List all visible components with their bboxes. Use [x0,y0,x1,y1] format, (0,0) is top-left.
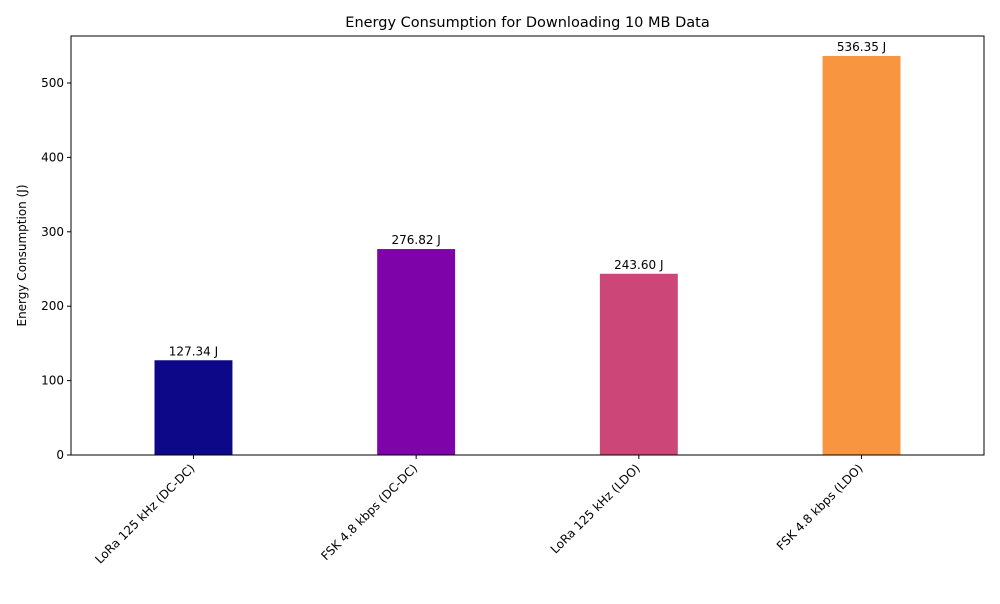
plot-frame [70,35,985,456]
bars-layer [154,55,901,455]
data-label: 276.82 J [391,233,440,247]
bar [154,360,233,455]
x-axis: LoRa 125 kHz (DC-DC) FSK 4.8 kbps (DC-DC)… [92,455,866,566]
data-label: 243.60 J [614,258,663,272]
y-axis-label: Energy Consumption (J) [15,184,29,326]
chart-title: Energy Consumption for Downloading 10 MB… [345,15,709,31]
data-labels-layer: 127.34 J 276.82 J 243.60 J 536.35 J [169,40,886,358]
bar [377,249,456,455]
x-tick-label: FSK 4.8 kbps (LDO) [774,461,866,553]
y-tick-label: 0 [56,448,64,462]
y-tick-label: 500 [41,76,64,90]
y-tick-label: 100 [41,374,64,388]
bar [822,55,901,455]
x-tick-label: FSK 4.8 kbps (DC-DC) [318,461,420,563]
y-axis: 0 100 200 300 400 500 [41,76,71,462]
y-tick-label: 300 [41,225,64,239]
x-tick-label: LoRa 125 kHz (LDO) [548,461,643,556]
x-tick-label: LoRa 125 kHz (DC-DC) [92,461,197,566]
y-tick-label: 200 [41,299,64,313]
bar [599,273,678,455]
y-tick-label: 400 [41,150,64,164]
data-label: 127.34 J [169,344,218,358]
data-label: 536.35 J [837,40,886,54]
